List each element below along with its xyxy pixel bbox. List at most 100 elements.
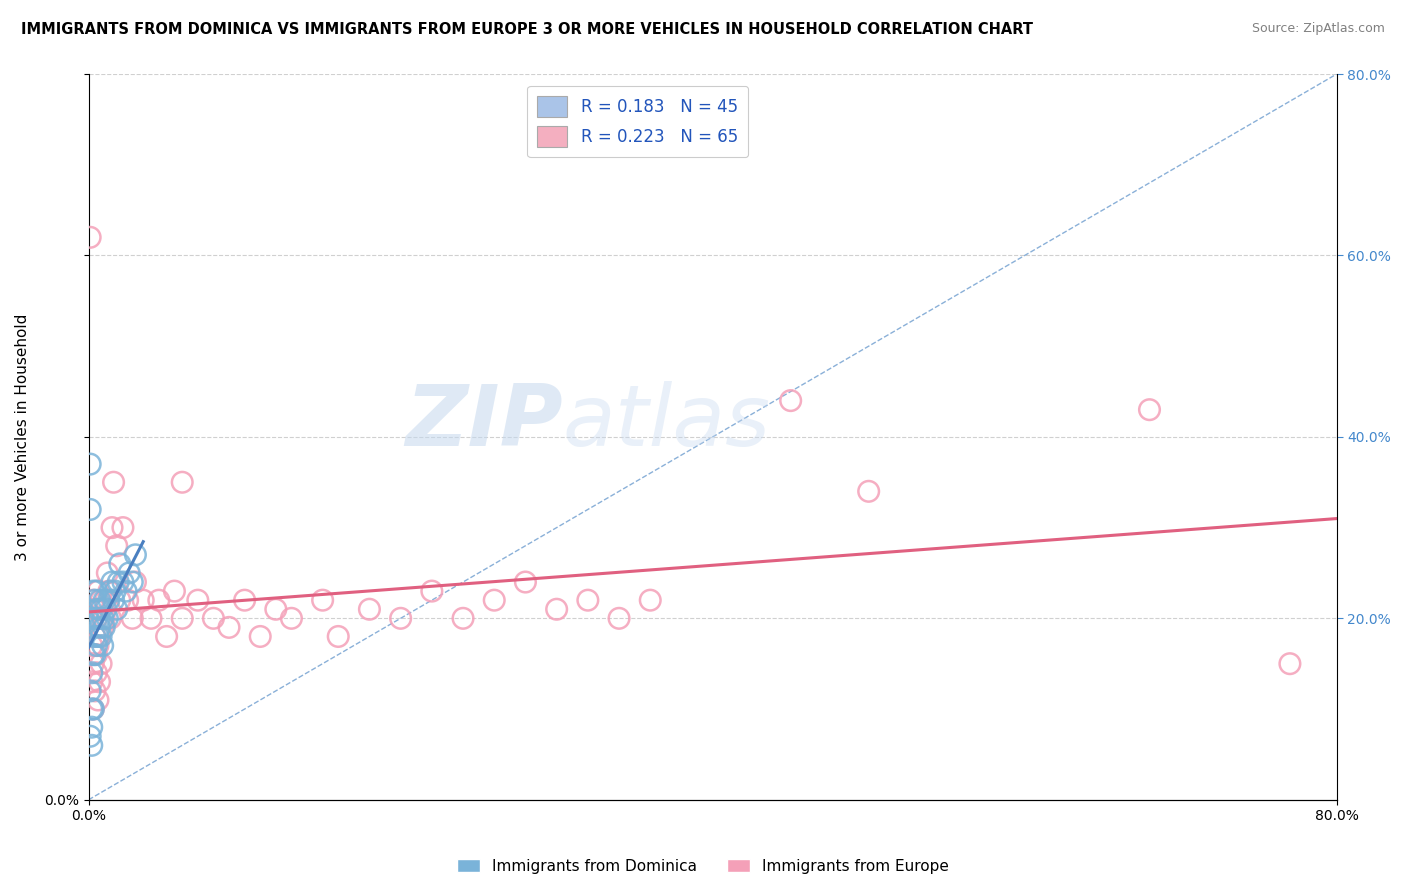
Point [94,593,117,607]
Point [311,593,333,607]
Point [93,611,115,625]
Text: atlas: atlas [562,381,770,464]
Point [87,639,110,653]
Point [80,611,103,625]
Point [83,593,105,607]
Point [249,630,271,644]
Point [82,584,104,599]
Point [139,611,162,625]
Point [90,630,112,644]
Point [86,611,108,625]
Point [103,593,125,607]
Point [328,630,350,644]
Point [82,702,104,716]
Point [638,593,661,607]
Point [83,602,105,616]
Point [484,593,506,607]
Point [121,611,143,625]
Point [389,611,412,625]
Point [82,702,104,716]
Point [83,684,105,698]
Point [104,584,127,599]
Point [80,739,103,753]
Point [97,593,120,607]
Point [86,639,108,653]
Point [97,584,120,599]
Point [91,639,114,653]
Point [108,593,131,607]
Point [94,602,117,616]
Point [96,566,118,580]
Point [280,611,302,625]
Point [83,630,105,644]
Point [89,630,111,644]
Point [91,620,114,634]
Point [858,484,880,499]
Legend: Immigrants from Dominica, Immigrants from Europe: Immigrants from Dominica, Immigrants fro… [450,853,956,880]
Point [163,584,186,599]
Point [264,602,287,616]
Point [118,566,141,580]
Point [82,593,104,607]
Point [96,611,118,625]
Point [576,593,599,607]
Point [89,611,111,625]
Point [420,584,443,599]
Point [779,393,801,408]
Point [89,674,111,689]
Point [80,639,103,653]
Point [218,620,240,634]
Point [79,729,101,743]
Point [82,657,104,671]
Point [132,593,155,607]
Point [172,611,194,625]
Point [359,602,381,616]
Point [1139,402,1161,417]
Point [80,702,103,716]
Point [105,539,128,553]
Point [80,665,103,680]
Point [115,584,138,599]
Point [86,584,108,599]
Point [87,584,110,599]
Text: IMMIGRANTS FROM DOMINICA VS IMMIGRANTS FROM EUROPE 3 OR MORE VEHICLES IN HOUSEHO: IMMIGRANTS FROM DOMINICA VS IMMIGRANTS F… [21,22,1033,37]
Point [101,520,124,534]
Point [89,620,111,634]
Point [90,593,112,607]
Point [86,648,108,662]
Point [607,611,630,625]
Point [86,665,108,680]
Point [93,620,115,634]
Point [86,611,108,625]
Point [80,720,103,734]
Point [89,593,111,607]
Point [87,602,110,616]
Point [89,602,111,616]
Point [82,648,104,662]
Point [87,630,110,644]
Point [202,611,225,625]
Point [111,520,134,534]
Point [79,230,101,244]
Point [83,648,105,662]
Point [87,693,110,707]
Point [124,575,146,590]
Point [124,548,146,562]
Point [91,611,114,625]
Point [156,630,179,644]
Point [90,657,112,671]
Point [100,584,122,599]
Point [103,475,125,490]
Point [79,502,101,516]
Point [90,602,112,616]
Point [82,611,104,625]
Point [93,593,115,607]
Point [172,475,194,490]
Legend: R = 0.183   N = 45, R = 0.223   N = 65: R = 0.183 N = 45, R = 0.223 N = 65 [527,86,748,157]
Point [451,611,474,625]
Text: Source: ZipAtlas.com: Source: ZipAtlas.com [1251,22,1385,36]
Point [83,630,105,644]
Point [1278,657,1301,671]
Point [117,593,139,607]
Point [107,575,129,590]
